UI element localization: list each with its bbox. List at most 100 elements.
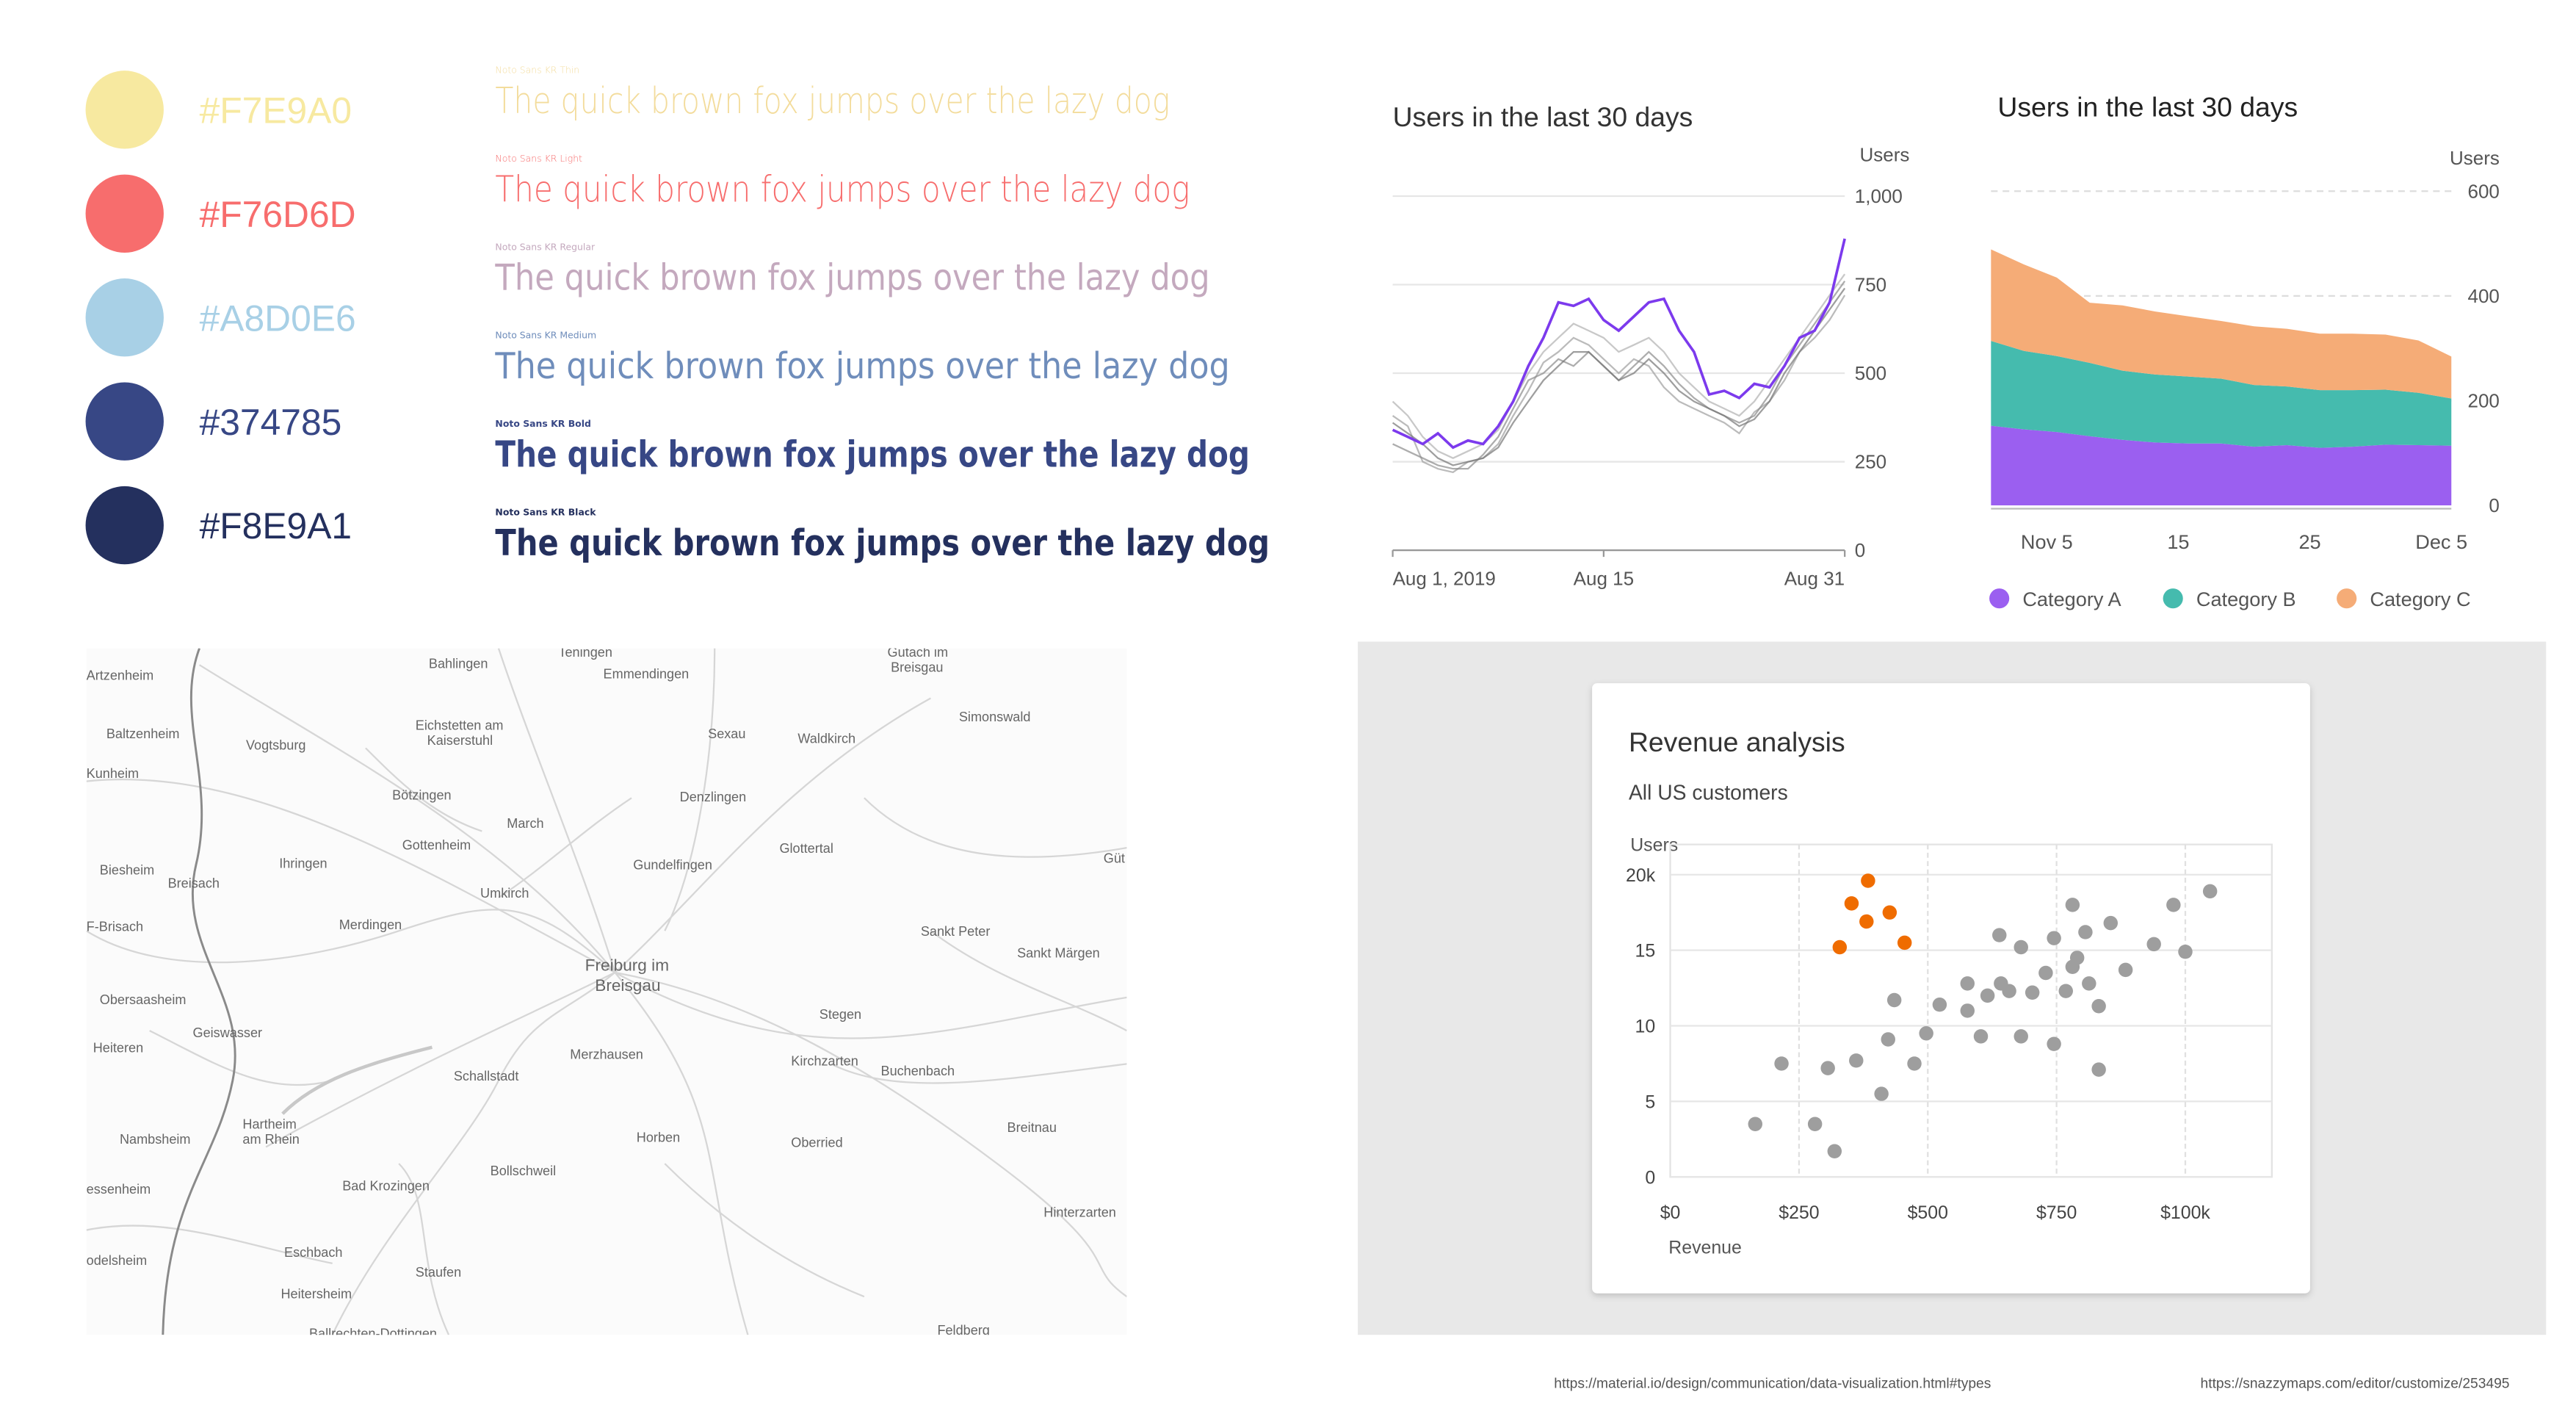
scatter-point [1960,976,1975,991]
x-tick-label: $500 [1908,1202,1948,1223]
legend-label: Category C [2370,588,2470,610]
scatter-point [2047,1036,2061,1051]
scatter-point [2178,944,2193,959]
y-tick-label: 0 [1645,1167,1655,1188]
swatch [85,174,164,253]
scatter-point [1849,1053,1864,1068]
scatter-point [2082,976,2096,991]
map-label: Obersaasheim [100,992,187,1007]
map-label: Merzhausen [570,1047,643,1062]
map-label: Nambsheim [120,1132,191,1147]
scatter-card [1592,683,2310,1294]
x-tick-label: 15 [2167,530,2189,553]
map-label: Schallstadt [454,1069,519,1083]
font-sample: The quick brown fox jumps over the lazy … [495,258,1210,299]
map-label: am Rhein [242,1132,299,1147]
font-sample: The quick brown fox jumps over the lazy … [495,346,1230,387]
scatter-point [2103,915,2119,931]
map-label: Freiburg im [585,956,669,975]
map-label: Eichstetten am [416,718,504,732]
y-tick-label: 600 [2467,180,2499,202]
line-series [1392,238,1846,450]
map-label: Sankt Märgen [1017,946,1100,961]
footer-link: https://material.io/design/communication… [1554,1377,1991,1392]
scatter-point [1992,928,2007,942]
map-labels: Artzenheim Bahlingen Teningen Emmendingen Gu… [87,645,1125,1338]
scatter-point [1980,988,1995,1003]
scatter-point [2014,1029,2028,1044]
scatter-point [2202,884,2218,899]
y-tick-label: 200 [2467,389,2499,411]
scatter-point [2058,984,2073,998]
scatter-point [1919,1026,1933,1041]
y-tick-label: 0 [2489,494,2499,516]
map-label: Waldkirch [797,732,855,746]
scatter-point [1859,914,1874,929]
map-roads [86,648,1127,1335]
map-label: Breisach [168,876,220,890]
x-tick-label: $100k [2160,1202,2210,1223]
font-sample: The quick brown fox jumps over the lazy … [495,81,1170,122]
map-label: Ihringen [279,856,327,870]
scatter-point [2025,985,2040,1000]
map-label: Eschbach [284,1245,342,1260]
map-label: Artzenheim [87,668,154,683]
map-label: Bötzingen [392,788,451,803]
legend-swatch [1989,588,2010,609]
scatter-point [1882,905,1897,920]
map-label: Feldberg [937,1323,989,1338]
font-name: Noto Sans KR Black [495,507,596,518]
y-tick-label: 5 [1645,1092,1655,1112]
scatter-point [1807,1117,1823,1131]
line-series [1392,295,1846,474]
scatter-point [1832,939,1848,955]
x-tick-label: Aug 15 [1574,568,1634,590]
map-label: Simonswald [959,710,1031,724]
font-name: Noto Sans KR Thin [495,65,579,76]
font-name: Noto Sans KR Regular [495,241,596,252]
area-series [1991,341,2452,448]
scatter-point [1820,1061,1835,1075]
map-label: Emmendingen [604,666,690,681]
y-tick-label: 15 [1635,941,1655,962]
y-tick-label: 20k [1626,865,1656,886]
map-label: Horben [637,1130,680,1145]
map-label: Hartheim [242,1117,296,1132]
line-series [1392,273,1846,459]
map-label: Kirchzarten [791,1054,858,1069]
map-label: Breitnau [1007,1120,1057,1135]
scatter-point [1973,1029,1989,1044]
scatter-point [1881,1032,1895,1047]
x-tick-label: Aug 31 [1784,568,1845,590]
highway [281,1045,433,1115]
x-tick-label: Aug 1, 2019 [1393,568,1496,590]
scatter-point [1932,997,1947,1012]
x-tick-label: Nov 5 [2021,530,2073,553]
map-label: Kunheim [87,766,139,781]
map-background [86,648,1127,1335]
x-axis-label: Revenue [1668,1237,1742,1258]
swatch [85,486,164,565]
area-series [1991,249,2452,399]
swatch-label: #374785 [200,402,342,443]
scatter-point [1748,1117,1763,1131]
map-label: Güt [1104,851,1125,866]
x-tick-label: $250 [1779,1202,1819,1223]
scatter-point [2091,1062,2106,1077]
map-label: Bahlingen [429,657,488,671]
font-sample: The quick brown fox jumps over the lazy … [495,169,1190,210]
map-label: Merdingen [339,917,402,932]
scatter-point [2078,925,2093,939]
scatter-point [1774,1056,1789,1071]
map-label: F-Brisach [87,919,143,934]
scatter-point [1861,873,1875,888]
y-axis-label: Users [1860,144,1910,166]
scatter-point [1960,1003,1975,1018]
x-tick-label: $750 [2036,1202,2077,1223]
scatter-point [2091,999,2106,1014]
y-tick-label: 750 [1855,274,1886,296]
map-label: Gutach im [888,645,948,660]
map: Artzenheim Bahlingen Teningen Emmendingen Gu… [86,645,1127,1338]
map-label: Teningen [558,645,612,660]
scatter-point [2038,965,2053,981]
